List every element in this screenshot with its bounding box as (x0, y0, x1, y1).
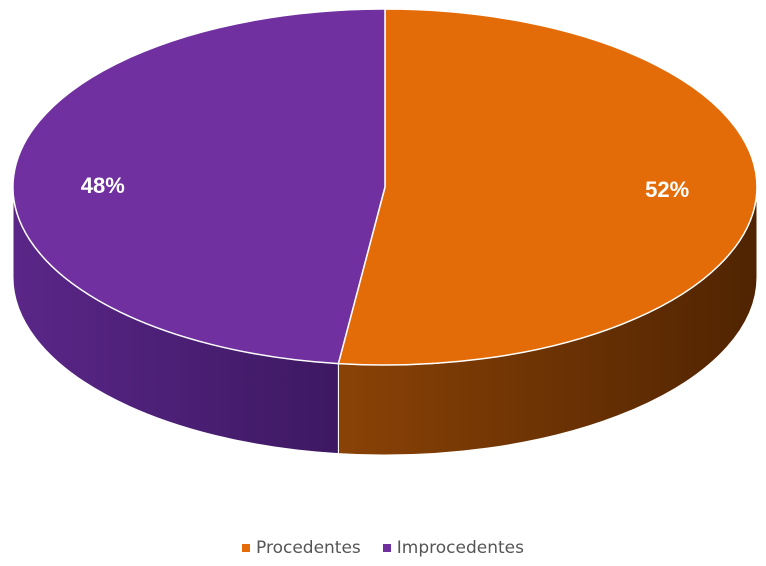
data-label-improcedentes: 48% (81, 173, 125, 198)
legend-item-improcedentes: Improcedentes (382, 538, 524, 558)
legend-item-procedentes: Procedentes (242, 538, 361, 558)
legend-swatch-procedentes (242, 544, 250, 552)
slice-procedentes (337, 8, 758, 366)
slice-improcedentes (12, 8, 386, 365)
legend-label-procedentes: Procedentes (256, 538, 361, 558)
data-label-procedentes: 52% (645, 177, 689, 202)
legend-label-improcedentes: Improcedentes (396, 538, 524, 558)
legend-swatch-improcedentes (382, 544, 391, 552)
legend: Procedentes Improcedentes (0, 538, 766, 558)
